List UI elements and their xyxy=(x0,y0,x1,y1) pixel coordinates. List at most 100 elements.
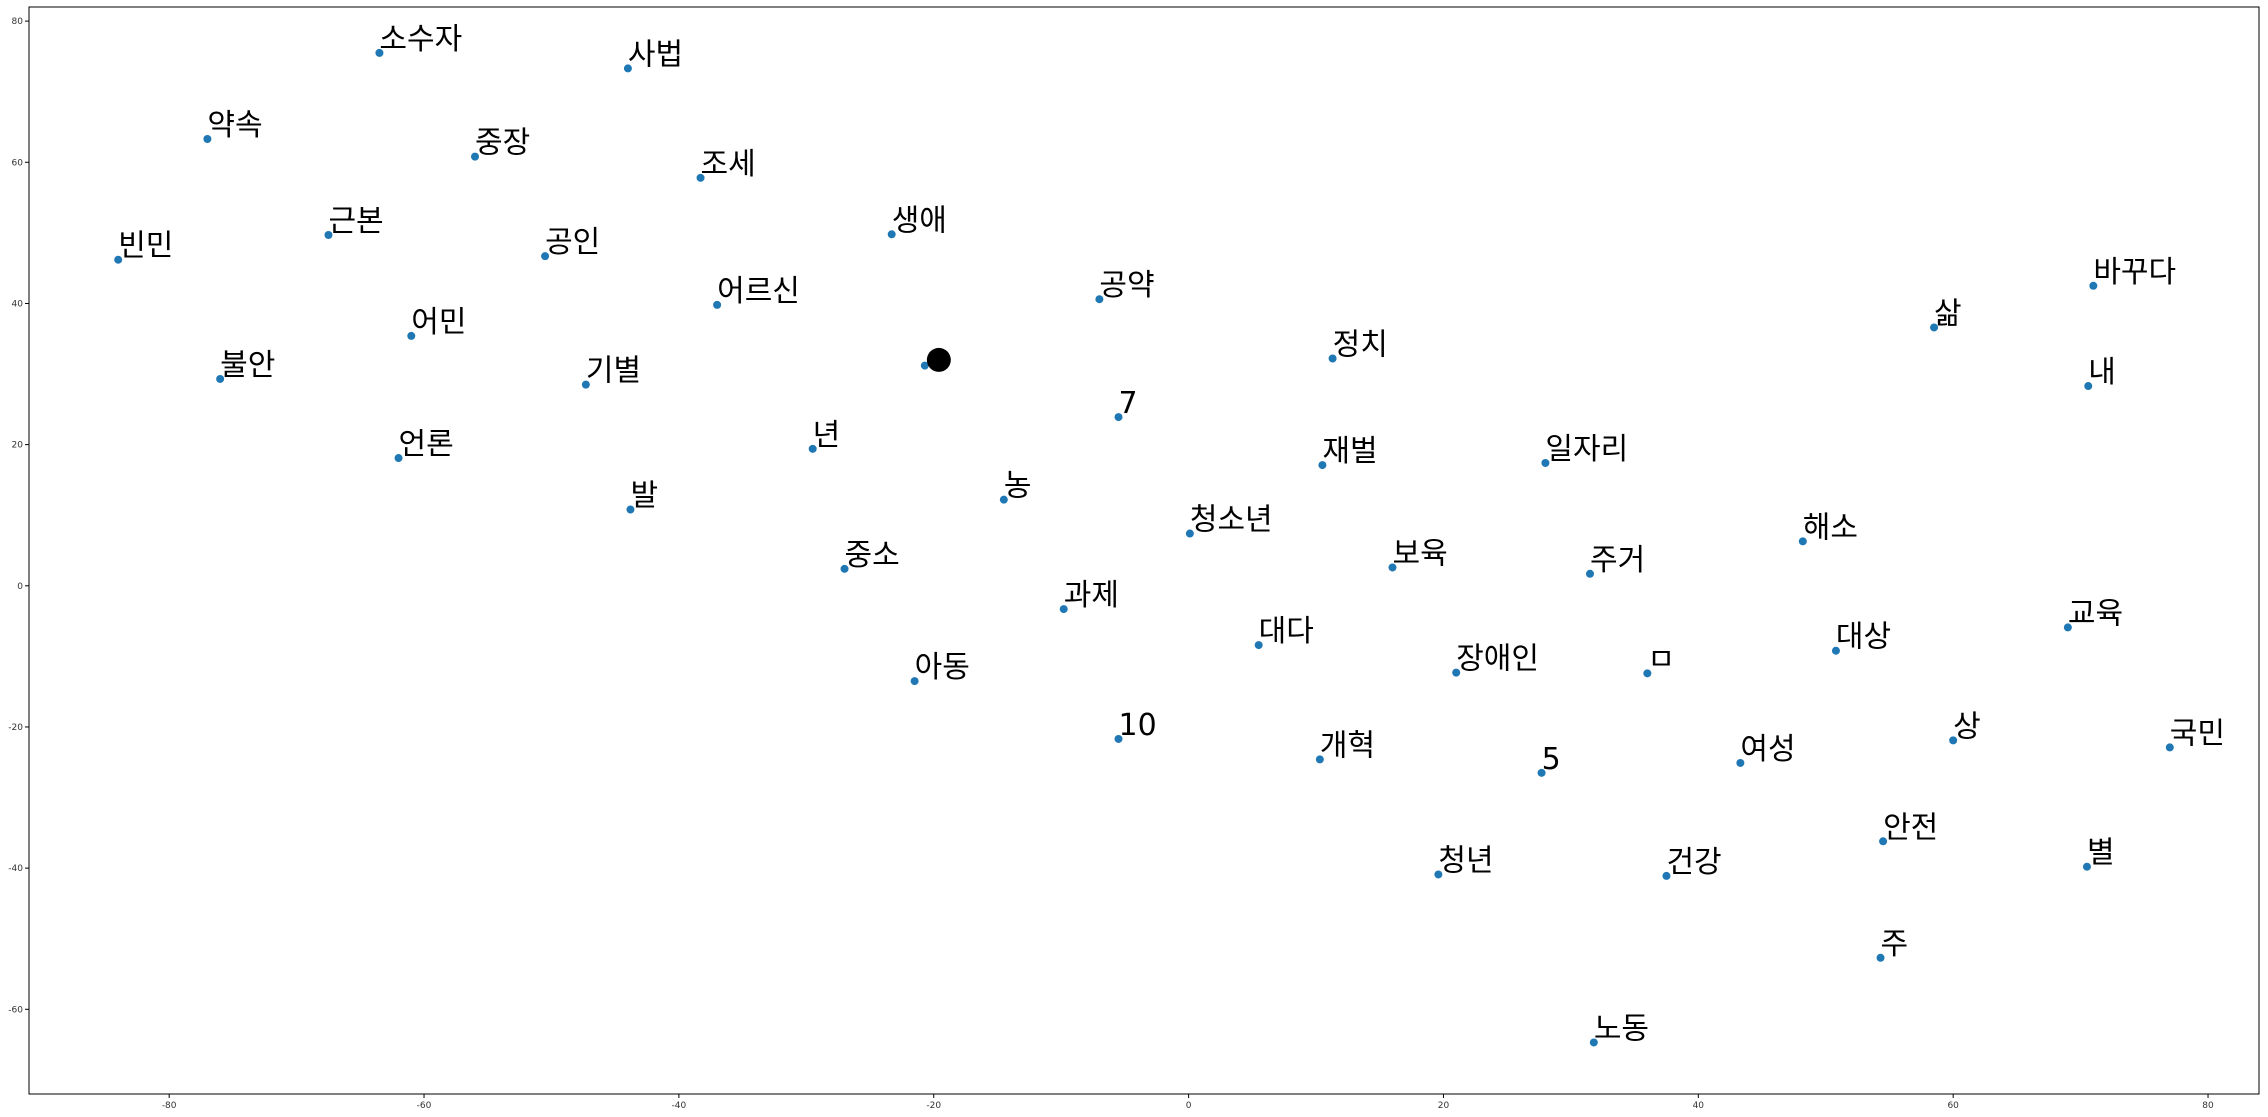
plot-frame xyxy=(28,6,2260,1095)
data-point xyxy=(1328,354,1337,363)
data-point xyxy=(1452,668,1461,677)
point-label: 개혁 xyxy=(1320,728,1375,763)
data-point xyxy=(1388,563,1397,572)
y-tick-label: -40 xyxy=(8,864,23,874)
data-point xyxy=(541,252,550,261)
point-label: 보육 xyxy=(1392,536,1447,571)
data-point xyxy=(999,495,1008,504)
axis-ticks: -80 -60 -40 -20 0 20 40 60 80 -60 -40 -20 0 20 40 60 80 xyxy=(8,17,2214,1111)
point-label: 사법 xyxy=(628,37,683,72)
data-point xyxy=(1185,529,1194,538)
point-label: 과제 xyxy=(1064,578,1119,613)
point-label: 근본 xyxy=(328,204,383,239)
x-tick-label: 40 xyxy=(1693,1101,1705,1111)
point-label: 7 xyxy=(1119,386,1138,421)
data-point xyxy=(1949,736,1958,745)
point-label: 5 xyxy=(1542,742,1561,777)
point-label: 바꾸다 xyxy=(2093,255,2176,290)
point-label: 장애인 xyxy=(1456,642,1539,677)
x-tick-label: -80 xyxy=(162,1101,177,1111)
point-label: 약속 xyxy=(207,108,262,143)
data-point xyxy=(696,173,705,182)
point-label: 아동 xyxy=(915,650,970,685)
point-label: 빈민 xyxy=(118,229,173,264)
data-point xyxy=(1114,413,1123,422)
point-label: 기별 xyxy=(586,354,641,389)
point-label: 어민 xyxy=(411,305,466,340)
point-label: 소수자 xyxy=(379,22,462,57)
point-label: 안전 xyxy=(1883,810,1938,845)
x-tick-label: -40 xyxy=(672,1101,687,1111)
point-label: 언론 xyxy=(399,427,454,462)
data-points xyxy=(114,48,2174,1047)
point-label: 별 xyxy=(2087,836,2115,871)
data-point xyxy=(1059,605,1068,614)
point-label: 주거 xyxy=(1590,543,1645,578)
point-label: 재벌 xyxy=(1322,434,1377,469)
data-point xyxy=(1736,758,1745,767)
point-label: 생애 xyxy=(892,203,947,238)
point-label: 대상 xyxy=(1836,620,1891,655)
data-point xyxy=(1315,755,1324,764)
point-label: 해소 xyxy=(1803,510,1858,545)
point-label: 중소 xyxy=(845,538,900,573)
point-label: 상 xyxy=(1953,709,1981,744)
data-point xyxy=(1318,461,1327,470)
data-point xyxy=(1434,870,1443,879)
data-point xyxy=(1589,1038,1598,1047)
data-point xyxy=(394,454,403,463)
data-point xyxy=(713,300,722,309)
x-tick-label: 20 xyxy=(1438,1101,1450,1111)
data-point xyxy=(324,230,333,239)
data-point xyxy=(1879,837,1888,846)
data-point xyxy=(1662,871,1671,880)
x-tick-label: 0 xyxy=(1186,1101,1192,1111)
data-point xyxy=(407,331,416,340)
point-label: 국민 xyxy=(2170,716,2225,751)
y-tick-label: 0 xyxy=(17,582,23,592)
point-label: 정치 xyxy=(1333,328,1388,363)
point-label: 농 xyxy=(1004,469,1032,504)
data-point xyxy=(1586,569,1594,578)
y-tick-label: 40 xyxy=(12,299,24,309)
y-tick-label: 80 xyxy=(12,17,24,27)
point-label: 청소년 xyxy=(1190,503,1273,538)
data-point xyxy=(1114,734,1123,743)
point-label: 청년 xyxy=(1438,843,1493,878)
y-tick-label: -60 xyxy=(8,1005,23,1015)
point-label: 삶 xyxy=(1934,296,1962,331)
data-point xyxy=(1095,295,1104,304)
point-label: 불안 xyxy=(220,348,275,383)
x-tick-label: -20 xyxy=(926,1101,941,1111)
data-point xyxy=(2089,281,2098,290)
data-point xyxy=(1537,768,1546,777)
y-tick-label: 60 xyxy=(12,158,24,168)
point-label: 교육 xyxy=(2068,596,2123,631)
y-tick-label: -20 xyxy=(8,723,23,733)
data-point xyxy=(375,48,384,57)
point-label: 대다 xyxy=(1259,614,1314,649)
data-point xyxy=(2082,862,2091,871)
point-label: 건강 xyxy=(1666,845,1721,880)
data-point xyxy=(1831,646,1840,655)
data-point xyxy=(920,361,929,370)
data-point xyxy=(581,380,590,389)
data-point xyxy=(1930,323,1939,332)
data-point xyxy=(1876,953,1885,962)
point-label: 10 xyxy=(1119,708,1157,743)
data-point xyxy=(2084,382,2093,391)
data-point xyxy=(2063,623,2072,632)
point-label: 노동 xyxy=(1594,1011,1649,1046)
data-point xyxy=(910,677,919,686)
point-label: 어르신 xyxy=(717,274,800,309)
point-label: 년 xyxy=(813,418,841,453)
data-point xyxy=(1541,458,1550,467)
data-point xyxy=(216,374,225,383)
point-label: 여성 xyxy=(1740,732,1795,767)
data-point xyxy=(1643,669,1652,678)
point-label: 발 xyxy=(630,479,658,514)
data-point xyxy=(1798,537,1807,546)
x-tick-label: 80 xyxy=(2202,1101,2214,1111)
